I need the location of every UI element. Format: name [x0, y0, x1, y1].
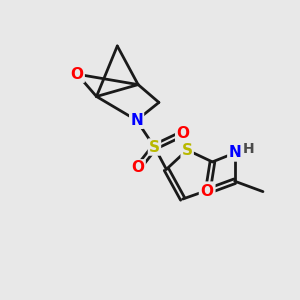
- Text: N: N: [130, 113, 143, 128]
- Text: N: N: [202, 183, 214, 198]
- Text: N: N: [228, 146, 241, 160]
- Text: O: O: [71, 67, 84, 82]
- Text: O: O: [200, 184, 213, 199]
- Text: S: S: [182, 142, 193, 158]
- Text: O: O: [132, 160, 145, 175]
- Text: O: O: [176, 126, 189, 141]
- Text: S: S: [149, 140, 160, 154]
- Text: H: H: [242, 142, 254, 155]
